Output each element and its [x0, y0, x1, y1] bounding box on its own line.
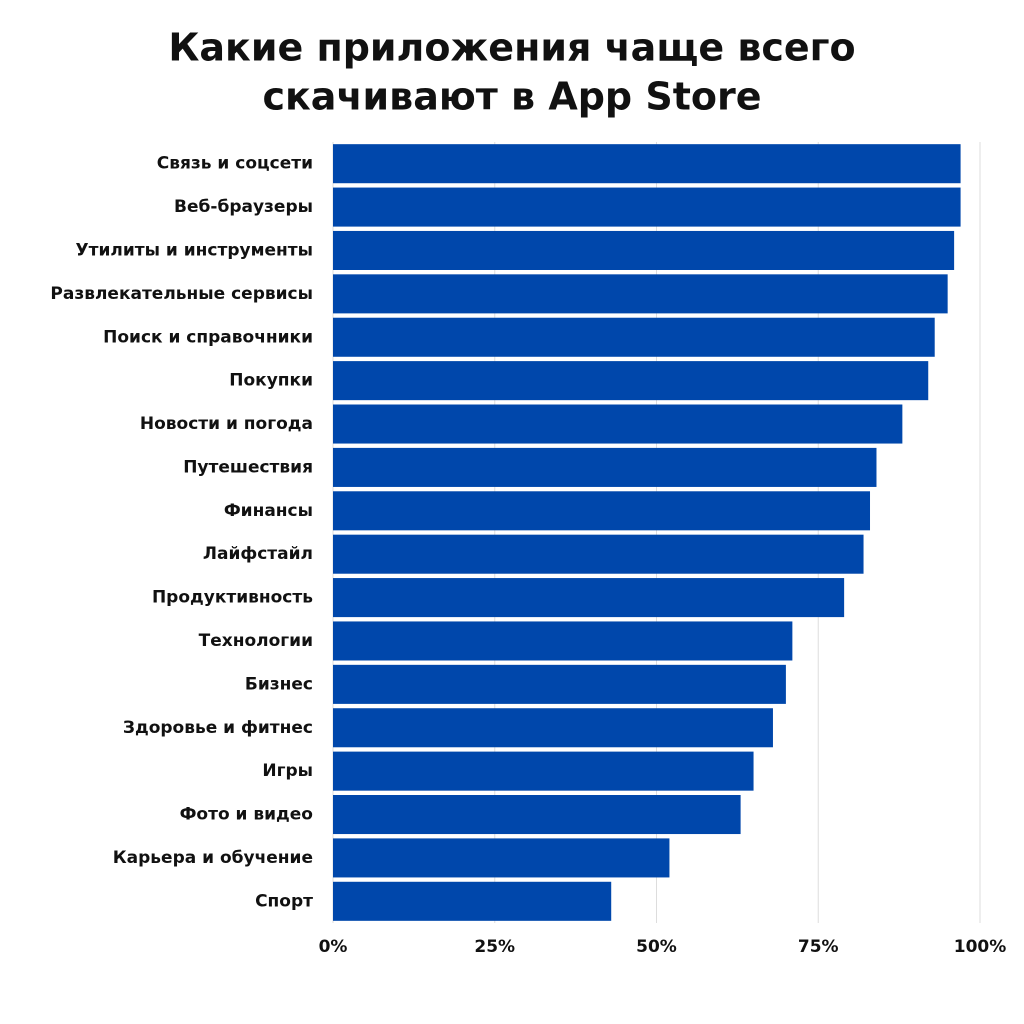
bar [333, 621, 793, 661]
x-tick-label: 0% [319, 937, 348, 957]
y-tick-label: Спорт [255, 891, 313, 911]
bar [333, 664, 786, 704]
bar [333, 447, 877, 487]
x-tick-label: 25% [474, 937, 515, 957]
bar [333, 708, 773, 748]
bar [333, 491, 871, 531]
y-tick-label: Бизнес [245, 674, 313, 694]
x-tick-label: 100% [954, 937, 1007, 957]
y-tick-label: Продуктивность [152, 588, 313, 608]
x-tick-label: 75% [798, 937, 839, 957]
y-tick-label: Покупки [229, 371, 313, 391]
chart-title: скачивают в App Store [262, 75, 761, 119]
y-tick-label: Финансы [224, 501, 313, 521]
y-tick-label: Утилиты и инструменты [76, 240, 313, 260]
bar [333, 317, 935, 357]
bar [333, 404, 903, 444]
y-tick-label: Игры [262, 761, 313, 781]
bar [333, 144, 961, 184]
bar [333, 274, 948, 314]
bar [333, 578, 845, 618]
bar [333, 881, 612, 921]
y-tick-label: Поиск и справочники [103, 327, 313, 347]
y-tick-label: Лайфстайл [203, 544, 313, 564]
bar [333, 230, 955, 270]
y-tick-label: Новости и погода [140, 414, 313, 434]
y-tick-label: Фото и видео [180, 805, 313, 825]
y-tick-label: Развлекательные сервисы [50, 284, 313, 304]
y-tick-label: Веб-браузеры [174, 197, 313, 217]
bar [333, 838, 670, 878]
y-tick-label: Путешествия [183, 457, 313, 477]
y-tick-label: Здоровье и фитнес [123, 718, 313, 738]
bar [333, 534, 864, 574]
y-tick-label: Связь и соцсети [157, 154, 313, 174]
x-tick-label: 50% [636, 937, 677, 957]
y-tick-label: Карьера и обучение [113, 848, 313, 868]
bar [333, 361, 929, 401]
y-tick-label: Технологии [199, 631, 313, 651]
chart-title: Какие приложения чаще всего [168, 26, 855, 70]
bar [333, 751, 754, 791]
bar [333, 795, 741, 835]
bar [333, 187, 961, 227]
